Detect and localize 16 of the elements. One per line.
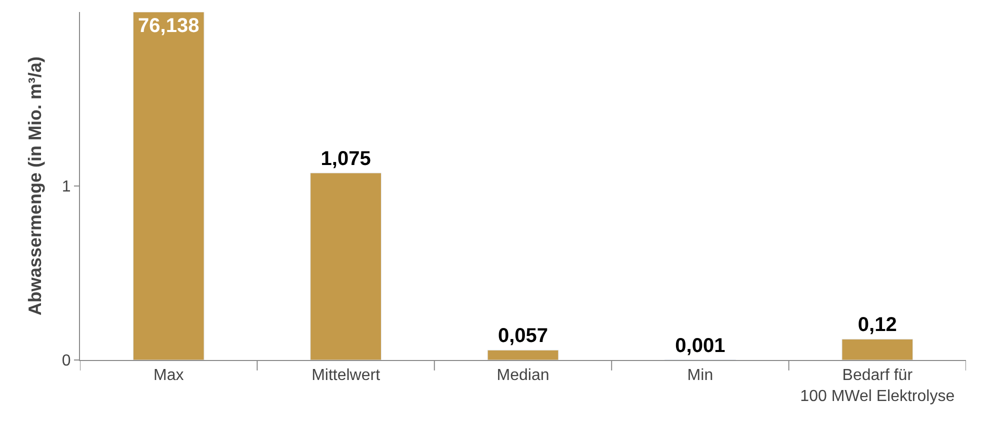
y-tick-label: 1 xyxy=(62,178,71,196)
data-label: 76,138 xyxy=(138,15,200,37)
bar xyxy=(487,350,559,360)
y-axis-title: Abwassermenge (in Mio. m³/a) xyxy=(25,56,46,316)
x-tick-label: Mittelwert xyxy=(312,367,381,384)
x-tick-label: Max xyxy=(153,367,184,384)
x-tick-label: Bedarf für 100 MWel Elektrolyse xyxy=(800,367,955,405)
data-label: 0,001 xyxy=(675,334,726,357)
data-label: 0,12 xyxy=(858,314,897,336)
data-label: 1,075 xyxy=(320,148,371,170)
x-tick-label: Min xyxy=(687,367,714,384)
y-tick-label: 0 xyxy=(62,352,71,370)
bar xyxy=(310,172,382,360)
x-tick-label: Median xyxy=(496,367,550,384)
data-label: 0,057 xyxy=(498,325,548,348)
bar xyxy=(842,338,914,360)
